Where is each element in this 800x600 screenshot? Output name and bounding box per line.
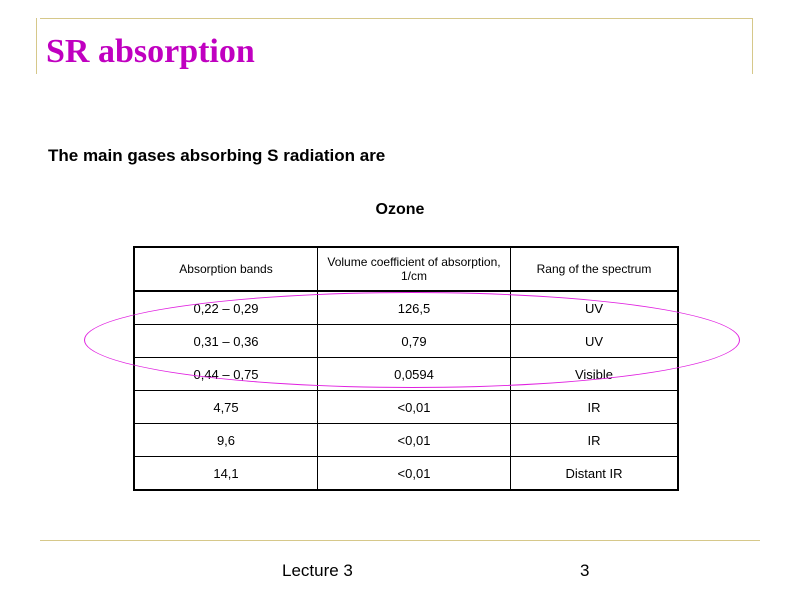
- cell-spectrum: IR: [510, 423, 679, 457]
- slide-title: SR absorption: [46, 33, 255, 70]
- cell-coefficient: <0,01: [317, 423, 511, 457]
- header-spectrum-range: Rang of the spectrum: [510, 246, 679, 292]
- cell-band: 14,1: [133, 456, 318, 491]
- cell-spectrum: Visible: [510, 357, 679, 391]
- cell-band: 0,44 – 0,75: [133, 357, 318, 391]
- top-decorative-line: [40, 18, 752, 19]
- slide-subtitle: The main gases absorbing S radiation are: [48, 146, 386, 165]
- cell-band: 0,22 – 0,29: [133, 290, 318, 325]
- page-number: 3: [580, 561, 590, 580]
- cell-spectrum: Distant IR: [510, 456, 679, 491]
- cell-spectrum: UV: [510, 324, 679, 358]
- header-volume-coefficient: Volume coefficient of absorption, 1/cm: [317, 246, 511, 292]
- right-decorative-line: [752, 18, 753, 74]
- footer-line: [40, 540, 760, 541]
- cell-band: 9,6: [133, 423, 318, 457]
- header-absorption-bands: Absorption bands: [133, 246, 318, 292]
- cell-spectrum: IR: [510, 390, 679, 424]
- table-row: 0,22 – 0,29 126,5 UV: [133, 290, 679, 325]
- cell-coefficient: 126,5: [317, 290, 511, 325]
- left-decorative-line: [36, 18, 37, 74]
- cell-coefficient: <0,01: [317, 456, 511, 491]
- cell-band: 0,31 – 0,36: [133, 324, 318, 358]
- table-header-row: Absorption bands Volume coefficient of a…: [133, 246, 679, 292]
- absorption-table: Absorption bands Volume coefficient of a…: [133, 246, 679, 491]
- table-row: 0,31 – 0,36 0,79 UV: [133, 324, 679, 358]
- cell-coefficient: 0,0594: [317, 357, 511, 391]
- cell-coefficient: <0,01: [317, 390, 511, 424]
- table-row: 14,1 <0,01 Distant IR: [133, 456, 679, 491]
- table-row: 4,75 <0,01 IR: [133, 390, 679, 424]
- cell-coefficient: 0,79: [317, 324, 511, 358]
- table-row: 9,6 <0,01 IR: [133, 423, 679, 457]
- table-caption: Ozone: [375, 201, 425, 215]
- footer-lecture-label: Lecture 3: [282, 561, 353, 580]
- cell-spectrum: UV: [510, 290, 679, 325]
- table-row: 0,44 – 0,75 0,0594 Visible: [133, 357, 679, 391]
- cell-band: 4,75: [133, 390, 318, 424]
